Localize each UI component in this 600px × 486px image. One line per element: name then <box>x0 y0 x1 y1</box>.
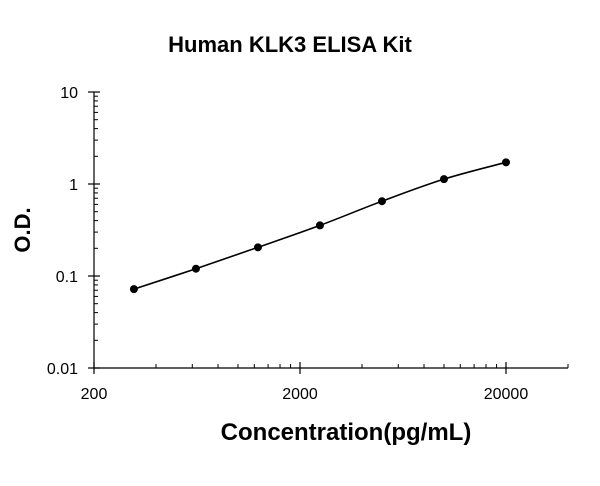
data-point <box>439 175 448 184</box>
chart-title: Human KLK3 ELISA Kit <box>168 32 412 57</box>
data-point <box>129 285 138 294</box>
x-tick-label: 20000 <box>484 386 529 403</box>
x-axis-title: Concentration(pg/mL) <box>221 419 472 446</box>
x-tick-label: 200 <box>81 386 108 403</box>
y-axis-title: O.D. <box>10 207 35 252</box>
x-tick-label: 2000 <box>282 386 318 403</box>
y-tick-label: 10 <box>60 85 78 102</box>
axes: 0.01 0.1 1 10 200 2000 20000 <box>47 85 569 403</box>
y-tick-label: 1 <box>69 177 78 194</box>
data-point <box>191 264 200 273</box>
data-point <box>315 221 324 230</box>
data-point <box>377 197 386 206</box>
y-ticks: 0.01 0.1 1 10 <box>47 85 100 378</box>
y-tick-label: 0.1 <box>56 269 78 286</box>
x-ticks: 200 2000 20000 <box>81 362 569 403</box>
series-points <box>129 158 510 294</box>
data-point <box>253 243 262 252</box>
data-point <box>501 158 510 167</box>
y-tick-label: 0.01 <box>47 361 78 378</box>
